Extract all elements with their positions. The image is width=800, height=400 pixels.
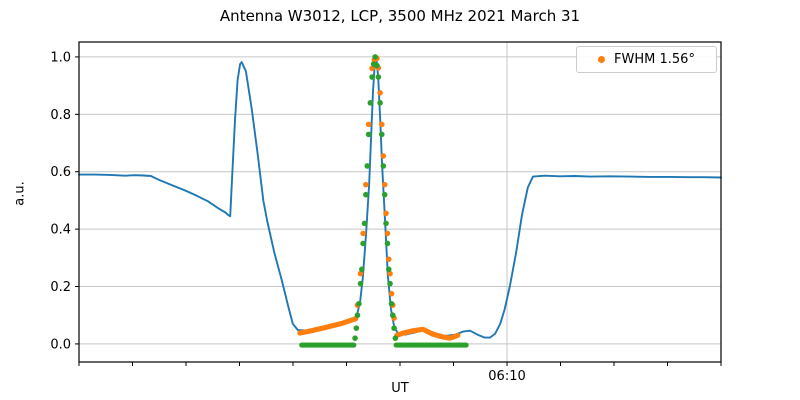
y-tick-label: 0.8 <box>50 108 71 123</box>
y-tick-label: 1.0 <box>50 50 71 65</box>
axis-ticks <box>75 56 722 366</box>
baseline-green-dot <box>374 62 380 69</box>
baseline-green-dot <box>360 240 366 247</box>
x-tick-label: 06:10 <box>488 369 525 384</box>
baseline-green-scatter <box>299 54 469 348</box>
baseline-green-band-dot <box>351 342 357 348</box>
baseline-green-dot <box>367 100 374 106</box>
fwhm-fit-orange-dot <box>363 181 369 188</box>
baseline-green-dot <box>377 100 383 106</box>
data-series <box>78 54 722 348</box>
baseline-green-dot <box>357 280 364 287</box>
plot-spines <box>78 41 722 363</box>
baseline-green-dot <box>392 335 399 341</box>
baseline-green-dot <box>390 312 396 319</box>
baseline-green-band-dot <box>463 342 469 348</box>
fwhm-fit-orange-scatter <box>297 55 461 341</box>
baseline-green-dot <box>375 74 382 80</box>
fwhm-fit-orange-dot <box>383 210 389 217</box>
x-axis-label: UT <box>391 381 409 396</box>
fwhm-fit-orange-dot <box>369 65 375 72</box>
fwhm-fit-orange-dot <box>378 121 385 128</box>
grid-lines <box>79 42 721 362</box>
fwhm-fit-orange-dot <box>380 153 387 159</box>
axes <box>78 41 722 363</box>
y-tick-label: 0.6 <box>50 165 71 180</box>
baseline-green-dot <box>356 300 362 307</box>
baseline-green-dot <box>388 300 395 307</box>
fwhm-fit-orange-dot <box>357 270 364 277</box>
fwhm-fit-orange-dot <box>385 256 392 263</box>
fwhm-fit-orange-dot <box>365 121 372 128</box>
legend-marker-dot-icon <box>598 56 606 63</box>
fwhm-fit-orange-band-dot <box>455 332 461 338</box>
fwhm-fit-orange-dot <box>388 290 395 297</box>
fwhm-fit-orange-dot <box>360 230 366 237</box>
legend-label: FWHM 1.56° <box>614 52 695 67</box>
baseline-green-dot <box>352 335 358 341</box>
antenna-scan-signal-line <box>78 55 722 339</box>
fwhm-fit-orange-dot <box>377 89 383 96</box>
y-tick-label: 0.0 <box>50 337 71 352</box>
y-axis-label: a.u. <box>12 181 28 206</box>
fwhm-fit-orange-dot <box>381 181 388 188</box>
baseline-green-dot <box>361 220 368 227</box>
fwhm-fit-orange-dot <box>384 230 391 237</box>
baseline-green-dot <box>385 266 392 273</box>
baseline-green-dot <box>365 131 372 138</box>
baseline-green-dot <box>364 163 371 169</box>
baseline-green-dot <box>383 220 389 227</box>
y-tick-label: 0.2 <box>50 280 71 295</box>
legend[interactable]: FWHM 1.56° <box>576 46 717 73</box>
axis-tick-labels: 06:10 0.0 0.2 0.4 0.6 0.8 1.0 <box>50 50 525 384</box>
baseline-green-dot <box>353 325 360 331</box>
baseline-green-dot <box>380 163 387 169</box>
baseline-green-dot <box>387 280 393 287</box>
fwhm-fit-orange-dot <box>387 270 393 277</box>
baseline-green-dot <box>363 191 369 198</box>
baseline-green-dot <box>359 266 365 273</box>
baseline-green-dot <box>354 312 361 319</box>
baseline-green-dot <box>381 191 388 198</box>
baseline-green-dot <box>369 74 375 80</box>
y-tick-label: 0.4 <box>50 223 71 238</box>
baseline-green-dot <box>378 131 385 138</box>
baseline-green-dot <box>372 54 378 60</box>
chart-title: Antenna W3012, LCP, 3500 MHz 2021 March … <box>219 7 581 25</box>
baseline-green-dot <box>391 325 397 331</box>
baseline-green-dot <box>384 240 391 247</box>
